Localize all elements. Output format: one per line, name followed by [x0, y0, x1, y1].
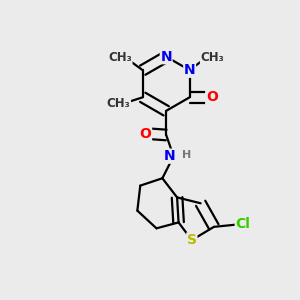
Text: S: S [187, 233, 197, 247]
Text: CH₃: CH₃ [107, 97, 130, 110]
Text: O: O [140, 127, 152, 140]
Text: N: N [160, 50, 172, 64]
Text: Cl: Cl [235, 218, 250, 232]
Text: N: N [184, 63, 196, 77]
Text: O: O [206, 90, 218, 104]
Text: CH₃: CH₃ [108, 51, 132, 64]
Text: CH₃: CH₃ [200, 51, 224, 64]
Text: H: H [182, 150, 191, 160]
Text: N: N [164, 149, 176, 163]
